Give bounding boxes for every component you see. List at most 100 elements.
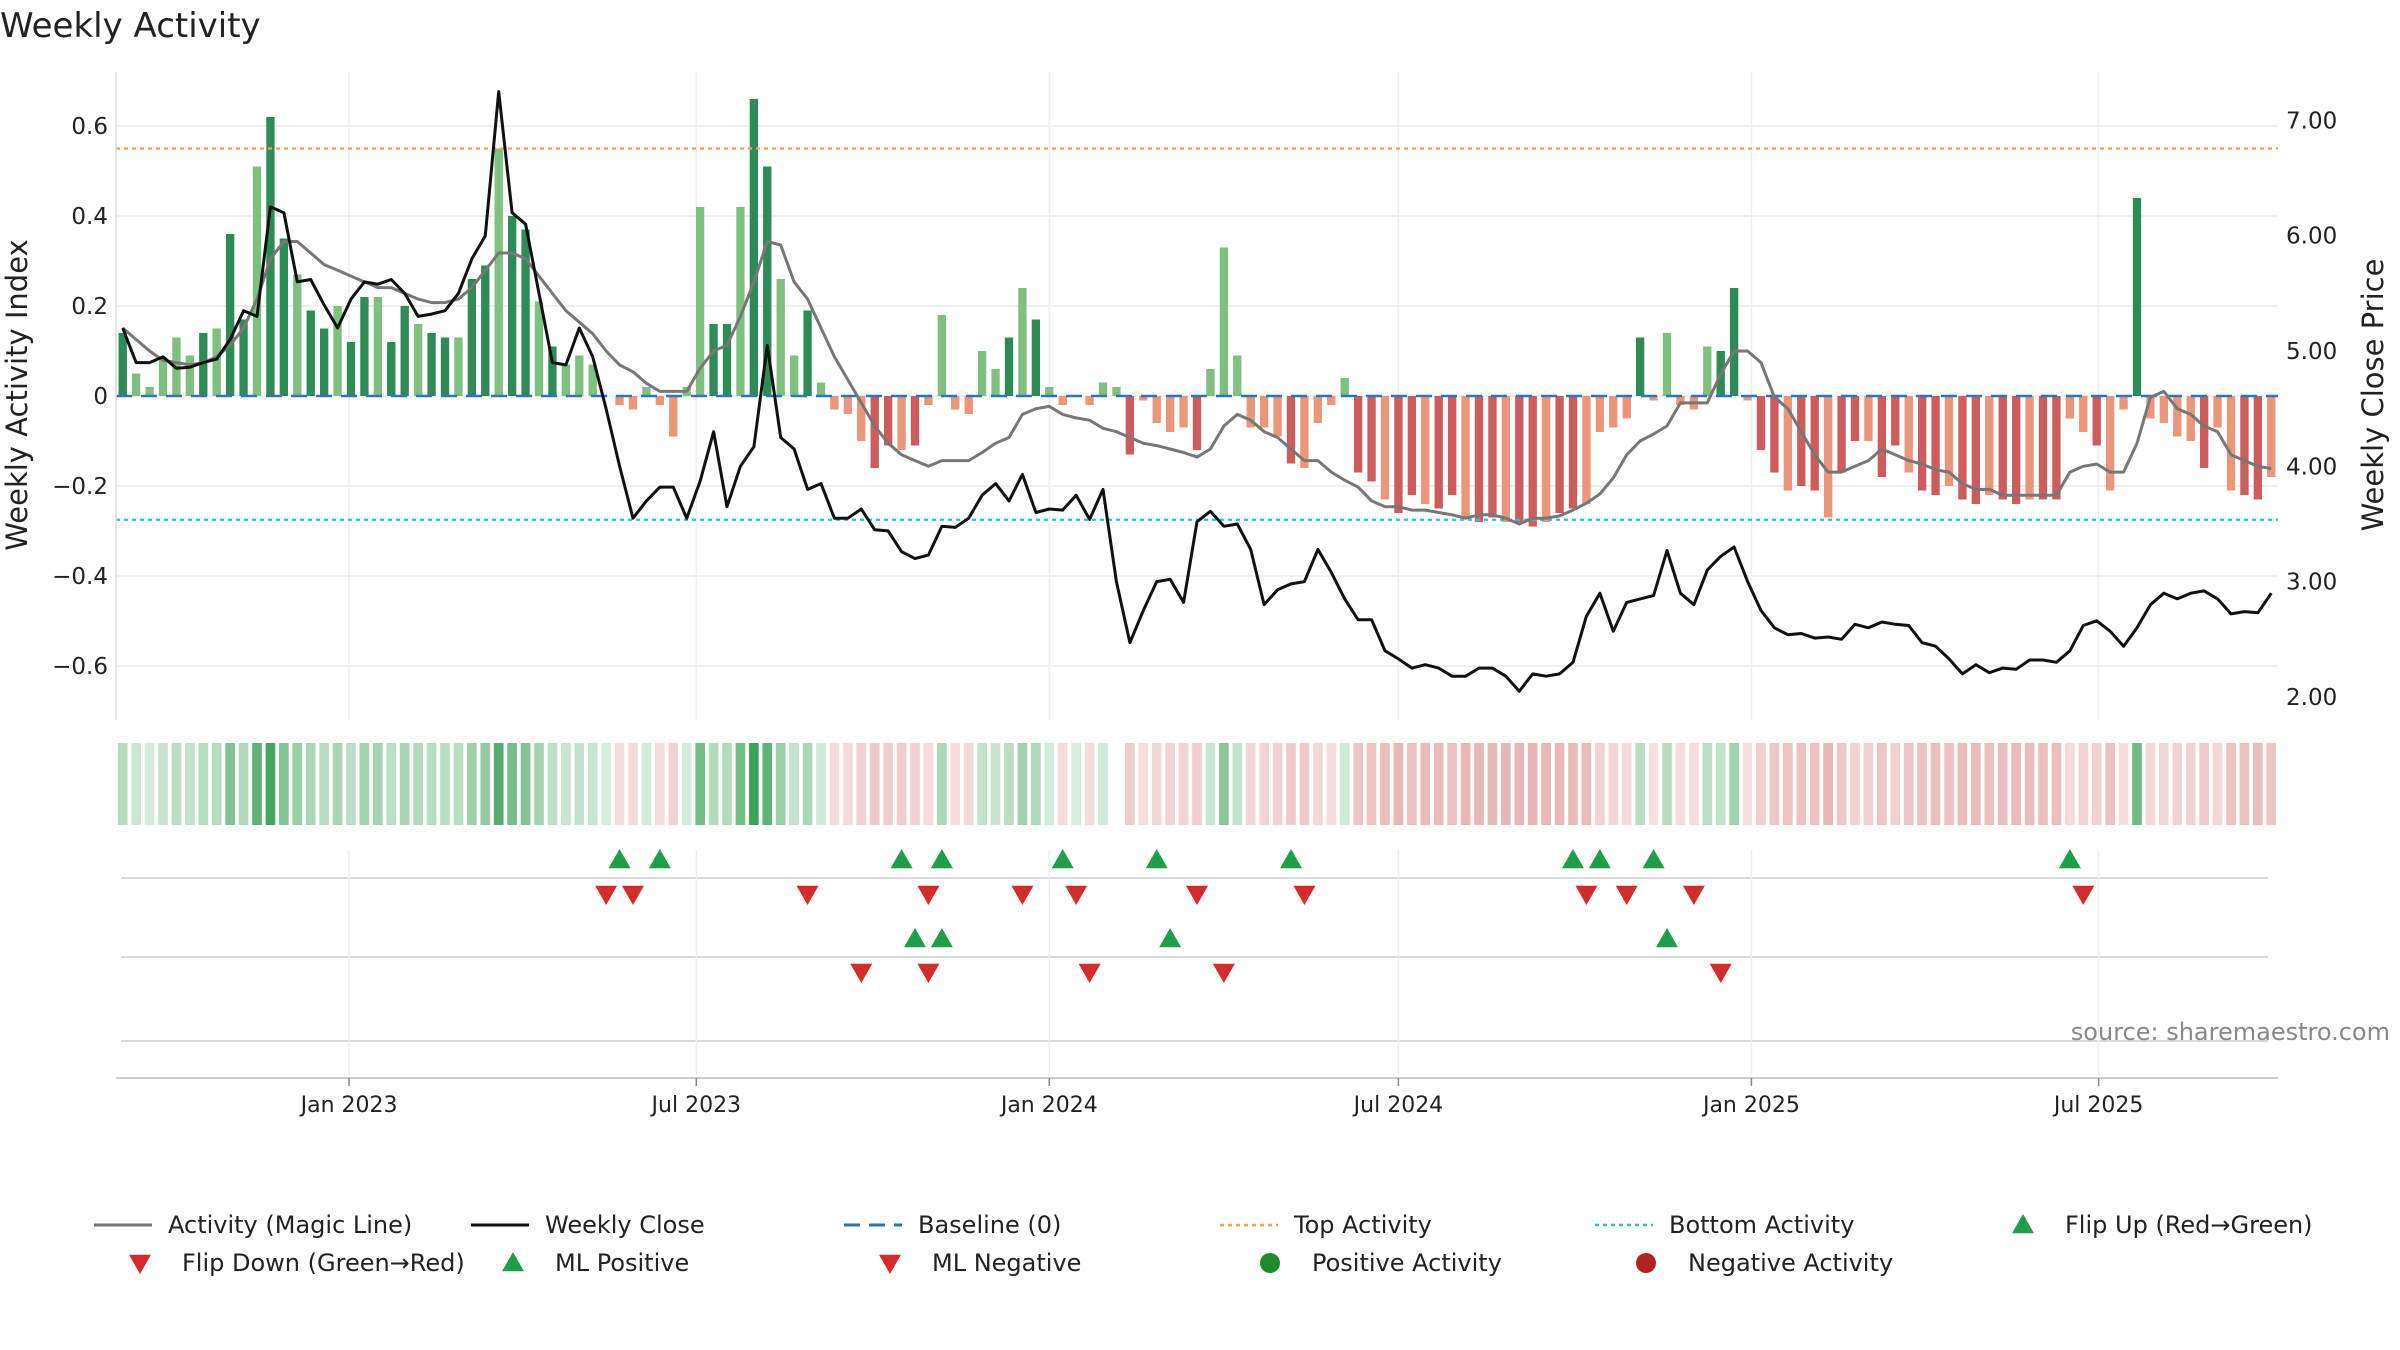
activity-bar [1622,396,1631,419]
activity-bar [1246,396,1255,428]
right-tick-label: 6.00 [2286,224,2337,250]
activity-bar [1004,337,1014,396]
ml-negative-marker [850,963,873,983]
activity-bar [158,360,168,396]
heat-cell [1259,743,1269,825]
heat-cell [319,743,329,825]
heat-cell [1595,743,1605,825]
activity-bar [145,387,154,396]
activity-bar [951,396,960,410]
heat-cell [1245,743,1256,825]
heat-cell [386,743,397,825]
heat-cell [829,743,840,825]
heat-cell [1984,743,1995,825]
right-axis-label: Weekly Close Price [2356,259,2390,532]
activity-bar [2267,396,2276,477]
x-tick-label: Jan 2025 [1701,1093,1800,1118]
activity-bar [2092,396,2101,446]
heat-cell [1527,743,1538,825]
heat-cell [735,743,746,825]
flip-down-marker [1011,885,1034,905]
heat-cell [2118,743,2129,825]
legend-label: Baseline (0) [918,1211,1061,1239]
heat-cell [937,743,947,825]
heat-cell [1474,743,1484,825]
heat-cell [990,743,1001,825]
heat-cell [1783,743,1793,825]
left-tick-label: 0.6 [71,114,108,140]
activity-bar [655,396,665,405]
heat-cell [2091,743,2102,825]
heat-cell [1514,743,1525,825]
heat-cell [520,743,531,825]
activity-bar [1219,247,1229,396]
activity-bar [816,382,826,396]
activity-bar [306,310,315,396]
heat-cell [1689,743,1699,825]
activity-bar [2038,396,2048,500]
heat-cell [480,743,491,825]
activity-bar [830,396,839,410]
heat-cell [1393,743,1404,825]
legend-swatch [129,1254,151,1274]
flip-up-marker [1562,849,1584,869]
activity-bar [1313,396,1323,423]
heat-cell [144,743,155,825]
activity-bar [2240,396,2249,495]
activity-bar [964,396,973,414]
activity-bar [1421,396,1430,504]
heat-cell [2185,743,2196,825]
activity-bar [1474,396,1484,522]
activity-bar [1192,396,1202,450]
flip-down-marker [1615,885,1638,905]
heat-cell [816,743,826,825]
heat-cell [1769,743,1780,825]
activity-bar [293,274,302,396]
activity-bar [1018,288,1027,396]
flip-up-marker [1051,849,1074,869]
heat-cell [977,743,987,825]
flip-up-marker [608,849,631,869]
right-tick-label: 2.00 [2286,685,2337,711]
heat-cell [1997,743,2008,825]
heat-cell [1890,743,1901,825]
heat-cell [843,743,853,825]
activity-bar [561,364,571,396]
legend-label: Negative Activity [1688,1249,1893,1277]
activity-bar [440,337,450,396]
activity-bar [1810,396,1819,491]
legend-swatch [1260,1253,1280,1273]
activity-bar [373,297,383,396]
heat-cell [628,743,638,825]
activity-bar [2253,396,2263,500]
heat-cell [655,743,665,825]
activity-bar [1649,396,1658,401]
heat-cell [1138,743,1149,825]
heat-cell [614,743,625,825]
heat-cell [1675,743,1686,825]
heat-cell [493,743,504,825]
x-tick-label: Jan 2023 [299,1093,398,1118]
activity-bar [1985,396,1994,495]
heat-cell [2266,743,2277,825]
activity-bar [991,369,1000,396]
left-axis-label: Weekly Activity Index [0,239,34,550]
activity-bar [2105,396,2115,491]
heat-cell [2212,743,2223,825]
heat-cell [883,743,893,825]
heat-cell [1756,743,1766,825]
heat-cell [1662,743,1672,825]
activity-bar [225,234,235,396]
heat-cell [1541,743,1551,825]
activity-bar [1300,396,1309,468]
activity-bar [1353,396,1363,473]
x-tick-label: Jul 2024 [1352,1093,1444,1118]
activity-bar [1259,396,1269,428]
heat-cell [1809,743,1820,825]
activity-bar [1958,396,1967,500]
activity-bar [1931,396,1940,495]
activity-bar [1662,333,1672,396]
flip-up-marker [1145,849,1168,869]
activity-bar [736,207,745,396]
